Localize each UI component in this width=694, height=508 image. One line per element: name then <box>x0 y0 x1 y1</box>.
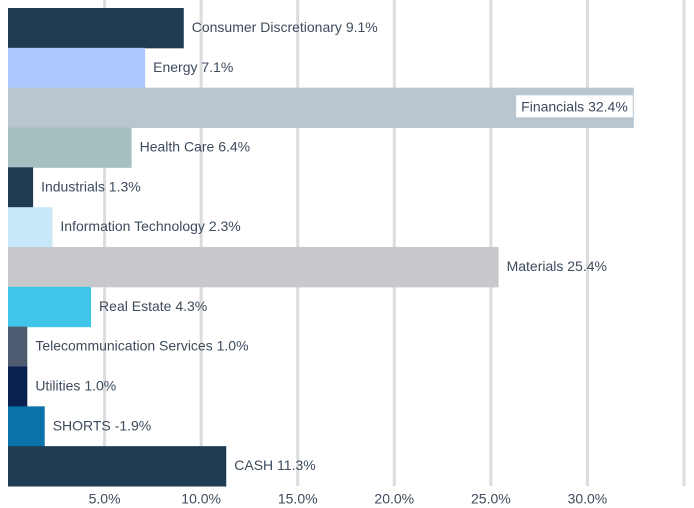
bar <box>8 167 34 208</box>
bar-label: Financials 32.4% <box>521 98 628 114</box>
label-background <box>516 95 633 118</box>
bar <box>8 127 132 168</box>
value-label: 1.0% <box>217 337 249 353</box>
bar <box>8 366 28 407</box>
category-label: Energy <box>153 58 197 74</box>
category-label: Utilities <box>35 377 80 393</box>
bar-label: Consumer Discretionary 9.1% <box>192 19 378 35</box>
bar <box>8 8 184 49</box>
bar-label: Industrials 1.3% <box>41 178 141 194</box>
x-tick-label: 20.0% <box>374 491 414 507</box>
category-label: Real Estate <box>99 297 172 313</box>
value-label: 25.4% <box>567 258 607 274</box>
category-label: Industrials <box>41 178 105 194</box>
bar-label: Real Estate 4.3% <box>99 297 207 313</box>
category-label: Materials <box>507 258 564 274</box>
category-label: Consumer Discretionary <box>192 19 342 35</box>
bar-label: SHORTS -1.9% <box>53 417 152 433</box>
category-label: Information Technology <box>60 218 205 234</box>
bar-label: Health Care 6.4% <box>140 138 251 154</box>
category-label: SHORTS <box>53 417 111 433</box>
bar-label: CASH 11.3% <box>234 457 315 473</box>
bar <box>8 247 499 288</box>
bar <box>8 286 92 328</box>
bar-label: Utilities 1.0% <box>35 377 116 393</box>
category-label: Financials <box>521 98 584 114</box>
value-label: 9.1% <box>346 19 378 35</box>
bar <box>8 446 227 487</box>
value-label: 1.3% <box>109 178 141 194</box>
bar <box>8 47 146 89</box>
bar <box>8 207 53 248</box>
x-tick-label: 25.0% <box>471 491 511 507</box>
bar-label: Energy 7.1% <box>153 58 233 74</box>
value-label: -1.9% <box>115 417 152 433</box>
x-tick-label: 5.0% <box>89 491 121 507</box>
value-label: 4.3% <box>175 297 207 313</box>
x-tick-label: 10.0% <box>181 491 221 507</box>
value-label: 1.0% <box>84 377 116 393</box>
value-label: 7.1% <box>201 58 233 74</box>
bar <box>8 326 28 367</box>
category-label: Telecommunication Services <box>35 337 212 353</box>
value-label: 11.3% <box>277 457 316 473</box>
value-label: 32.4% <box>588 98 628 114</box>
bar-label: Telecommunication Services 1.0% <box>35 337 248 353</box>
category-label: CASH <box>234 457 273 473</box>
value-label: 2.3% <box>209 218 241 234</box>
value-label: 6.4% <box>218 138 250 154</box>
category-label: Health Care <box>140 138 215 154</box>
bar-label: Information Technology 2.3% <box>60 218 240 234</box>
bar <box>8 406 45 447</box>
x-tick-label: 15.0% <box>278 491 318 507</box>
x-tick-label: 30.0% <box>568 491 608 507</box>
bar-label: Materials 25.4% <box>507 258 607 274</box>
